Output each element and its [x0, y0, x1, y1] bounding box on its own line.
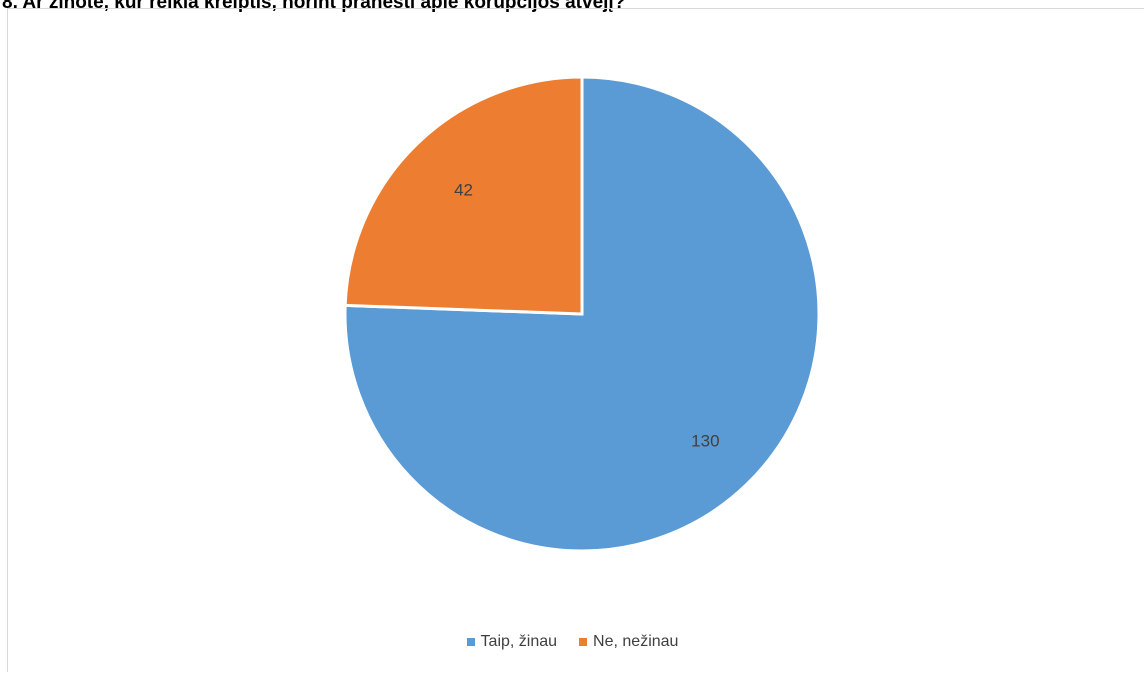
legend-item-0: Taip, žinau — [466, 633, 558, 651]
pie-slice-1 — [343, 75, 584, 316]
data-label-0: 130 — [691, 431, 719, 450]
legend-swatch-1 — [579, 638, 588, 646]
legend-label-0: Taip, žinau — [480, 633, 558, 650]
data-label-1: 42 — [454, 181, 473, 200]
legend-item-1: Ne, nežinau — [579, 633, 678, 651]
chart-title: 8. Ar žinote, kur reikia kreiptis, norin… — [2, 0, 626, 13]
legend-swatch-0 — [466, 638, 475, 646]
chart-legend: Taip, žinau Ne, nežinau — [0, 632, 1145, 652]
legend-label-1: Ne, nežinau — [593, 633, 679, 650]
chart-frame — [7, 8, 1144, 672]
